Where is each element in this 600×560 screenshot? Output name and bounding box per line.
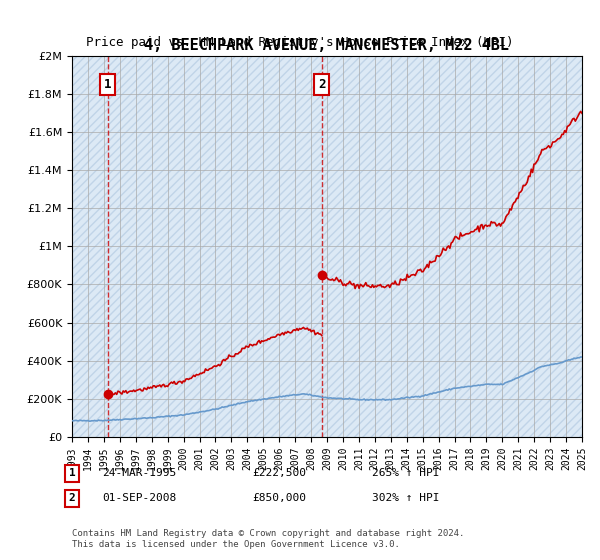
Text: 1: 1	[68, 468, 76, 478]
Text: Price paid vs. HM Land Registry's House Price Index (HPI): Price paid vs. HM Land Registry's House …	[86, 36, 514, 49]
Text: 2: 2	[68, 493, 76, 503]
Text: Contains HM Land Registry data © Crown copyright and database right 2024.
This d: Contains HM Land Registry data © Crown c…	[72, 529, 464, 549]
Text: 1: 1	[104, 78, 111, 91]
Text: 265% ↑ HPI: 265% ↑ HPI	[372, 468, 439, 478]
Title: 4, BEECHPARK AVENUE, MANCHESTER, M22 4BL: 4, BEECHPARK AVENUE, MANCHESTER, M22 4BL	[145, 39, 509, 53]
Text: 24-MAR-1995: 24-MAR-1995	[102, 468, 176, 478]
Text: 01-SEP-2008: 01-SEP-2008	[102, 493, 176, 503]
Text: £222,500: £222,500	[252, 468, 306, 478]
Text: 2: 2	[318, 78, 325, 91]
Text: 302% ↑ HPI: 302% ↑ HPI	[372, 493, 439, 503]
Text: £850,000: £850,000	[252, 493, 306, 503]
